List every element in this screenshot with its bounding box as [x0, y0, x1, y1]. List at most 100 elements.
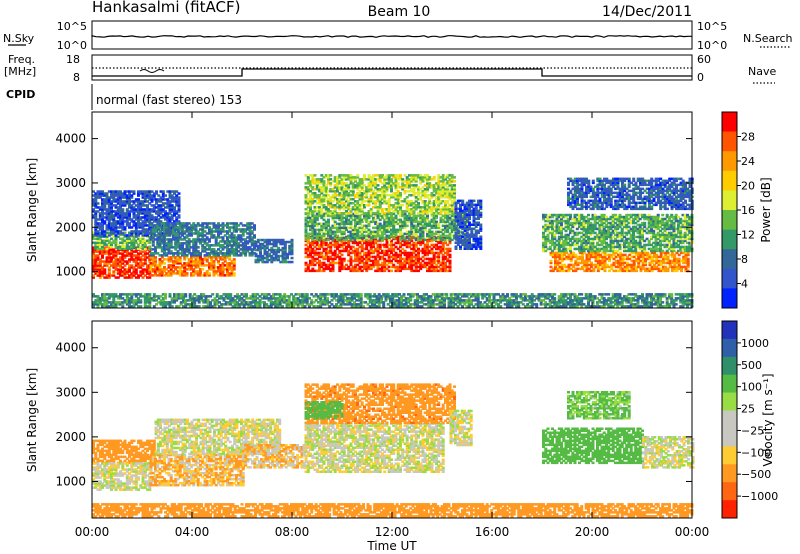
power-cell: [103, 272, 107, 275]
power-cell: [134, 224, 138, 227]
power-cell: [167, 248, 171, 251]
power-cell: [226, 266, 229, 269]
power-cell: [208, 238, 211, 241]
power-cell: [132, 258, 136, 261]
power-cell: [146, 235, 149, 238]
power-cell: [125, 222, 129, 225]
power-cell: [172, 228, 175, 231]
power-cell: [219, 264, 223, 267]
power-cell: [160, 262, 164, 265]
power-cell: [132, 192, 136, 195]
power-cell: [268, 254, 271, 258]
power-cell: [139, 239, 143, 242]
power-cell: [98, 218, 102, 221]
power-cell: [107, 241, 111, 244]
power-cell: [141, 222, 145, 225]
power-cell: [165, 274, 169, 277]
power-cell: [279, 242, 283, 246]
power-cell: [203, 264, 207, 267]
power-cell: [119, 220, 122, 223]
power-cell: [103, 204, 107, 207]
power-cell: [125, 239, 129, 242]
power-cell: [123, 194, 127, 197]
power-cell: [174, 222, 178, 225]
power-cell: [123, 268, 127, 271]
power-cell: [172, 234, 175, 237]
power-cell: [185, 248, 189, 251]
power-cell: [313, 257, 317, 261]
power-cell: [101, 226, 104, 229]
power-cell: [235, 226, 238, 229]
power-cell: [163, 248, 166, 251]
power-cell: [101, 232, 104, 235]
power-cell: [119, 208, 122, 211]
freq-left-tick-top: 18: [66, 53, 80, 66]
power-cell: [167, 258, 171, 261]
power-cell: [137, 220, 140, 223]
power-cell: [105, 260, 109, 263]
power-cell: [167, 272, 171, 275]
power-cell: [114, 235, 118, 238]
power-cell: [139, 256, 143, 259]
power-cell: [119, 247, 122, 250]
power-cell: [105, 231, 109, 234]
power-cell: [134, 198, 138, 201]
power-cell: [221, 262, 225, 265]
power-cell: [94, 262, 98, 265]
power-cell: [123, 247, 127, 250]
freq-label: Freq.: [8, 53, 35, 66]
power-cell: [205, 274, 209, 277]
power-cell: [156, 224, 160, 227]
power-cell: [214, 226, 218, 229]
power-cell: [244, 252, 247, 255]
power-cell: [149, 222, 153, 225]
power-cell: [130, 218, 134, 221]
power-cell: [141, 243, 145, 246]
power-cell: [155, 206, 158, 209]
power-cell: [461, 199, 465, 203]
power-cell: [201, 248, 205, 251]
power-cell: [119, 237, 122, 240]
power-cell: [156, 268, 160, 271]
power-cell: [250, 248, 254, 251]
power-cell: [132, 220, 136, 223]
power-cell: [185, 230, 189, 233]
power-cell: [167, 266, 171, 269]
power-cell: [322, 247, 326, 251]
power-cell: [123, 196, 127, 199]
power-cell: [168, 200, 172, 203]
power-cell: [114, 237, 118, 240]
power-cell: [141, 196, 145, 199]
power-cell: [107, 228, 111, 231]
power-cell: [181, 270, 184, 273]
power-cell: [261, 244, 265, 248]
power-cell: [223, 264, 227, 267]
power-cell: [148, 212, 152, 215]
power-cell: [272, 244, 276, 248]
power-cell: [130, 252, 134, 255]
power-cell: [309, 253, 312, 257]
power-cell: [223, 230, 227, 233]
power-cell: [190, 272, 193, 275]
power-cell: [272, 256, 276, 260]
power-cell: [201, 236, 205, 239]
power-cell: [110, 190, 113, 193]
power-cell: [290, 244, 294, 248]
power-cell: [175, 202, 179, 205]
power-cell: [166, 212, 170, 215]
power-cell: [208, 268, 211, 271]
power-cell: [128, 237, 131, 240]
power-cell: [148, 210, 152, 213]
power-cell: [119, 224, 122, 227]
power-cell: [194, 232, 198, 235]
power-cell: [156, 226, 160, 229]
power-cell: [306, 249, 310, 253]
power-cell: [315, 251, 319, 255]
power-cell: [130, 266, 134, 269]
power-cell: [250, 250, 254, 253]
power-cell: [230, 266, 234, 269]
power-cell: [163, 270, 166, 273]
power-cell: [146, 272, 149, 275]
power-cell: [110, 228, 113, 231]
power-cell: [270, 254, 274, 258]
